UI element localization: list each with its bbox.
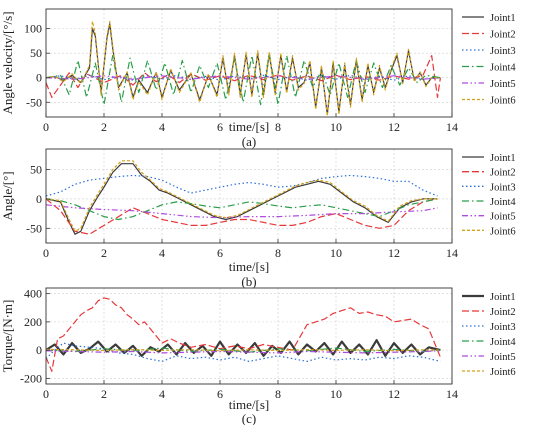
legend-label: Joint5 <box>490 79 516 90</box>
x-tick-label: 0 <box>43 387 49 401</box>
x-tick-label: 8 <box>275 387 281 401</box>
x-axis-label: time/[s] <box>229 119 269 134</box>
y-tick-labels: -200 0 200 400 <box>20 287 50 385</box>
series-line-joint5 <box>46 204 438 219</box>
legend-label: Joint3 <box>490 46 516 57</box>
legend-label: Joint1 <box>490 153 516 164</box>
y-tick-label: 50 <box>30 163 42 177</box>
x-tick-label: 2 <box>101 246 107 260</box>
series-line-joint5 <box>46 75 441 80</box>
series-line-joint6 <box>46 160 438 232</box>
legend-label: Joint2 <box>490 307 516 318</box>
series-line-joint6 <box>46 348 441 352</box>
x-tick-label: 8 <box>275 246 281 260</box>
x-tick-label: 12 <box>388 120 400 134</box>
series-line-joint4 <box>46 198 438 221</box>
x-tick-label: 14 <box>446 120 458 134</box>
legend-label: Joint5 <box>490 352 516 363</box>
legend-label: Joint6 <box>490 226 516 237</box>
y-tick-label: -50 <box>26 221 42 235</box>
series-line-joint5 <box>46 350 441 354</box>
gridlines <box>45 9 453 117</box>
legend-label: Joint6 <box>490 367 516 378</box>
legend: Joint1 Joint2 Joint3 Joint4 Joint5 Joint6 <box>462 13 516 107</box>
y-tick-label: 400 <box>24 287 42 301</box>
panel-caption: (b) <box>241 274 256 289</box>
x-tick-label: 10 <box>330 246 342 260</box>
x-tick-label: 10 <box>330 120 342 134</box>
legend-label: Joint2 <box>490 168 516 179</box>
series-line-joint2 <box>46 297 441 372</box>
y-axis-label: Angle/[°] <box>0 171 15 220</box>
x-tick-label: 2 <box>101 387 107 401</box>
x-tick-label: 14 <box>446 387 458 401</box>
plot-frame <box>45 148 453 244</box>
series-lines <box>46 297 441 372</box>
x-tick-label: 4 <box>159 246 165 260</box>
x-tick-labels: 0 2 4 6 8 10 12 14 <box>43 380 458 401</box>
x-tick-label: 0 <box>43 120 49 134</box>
y-axis-label: Torque/[N·m] <box>0 300 15 373</box>
series-lines <box>46 20 441 117</box>
y-tick-label: -50 <box>26 95 42 109</box>
legend: Joint1 Joint2 Joint3 Joint4 Joint5 Joint6 <box>462 292 516 378</box>
y-tick-label: -200 <box>20 371 42 385</box>
x-tick-label: 10 <box>330 387 342 401</box>
x-axis-label: time/[s] <box>229 259 269 274</box>
plot-frame <box>45 287 453 385</box>
x-tick-label: 6 <box>217 120 223 134</box>
series-line-joint3 <box>46 342 441 362</box>
series-line-joint6 <box>46 20 441 117</box>
plot-frame <box>45 8 453 118</box>
x-tick-labels: 0 2 4 6 8 10 12 14 <box>43 113 458 134</box>
gridlines <box>45 149 453 243</box>
x-tick-label: 2 <box>101 120 107 134</box>
series-line-joint3 <box>46 174 438 197</box>
legend-label: Joint6 <box>490 96 516 107</box>
legend-label: Joint4 <box>490 197 516 208</box>
y-tick-label: 100 <box>24 22 42 36</box>
gridlines <box>45 288 453 384</box>
x-tick-label: 6 <box>217 246 223 260</box>
legend-label: Joint3 <box>490 182 516 193</box>
legend-label: Joint1 <box>490 292 516 303</box>
x-tick-label: 14 <box>446 246 458 260</box>
x-tick-label: 6 <box>217 387 223 401</box>
y-tick-label: 50 <box>30 46 42 60</box>
x-tick-label: 4 <box>159 387 165 401</box>
legend-label: Joint5 <box>490 212 516 223</box>
y-tick-label: 0 <box>36 192 42 206</box>
series-line-joint1 <box>46 339 441 357</box>
y-tick-label: 0 <box>36 343 42 357</box>
x-tick-label: 12 <box>388 246 400 260</box>
y-tick-label: 200 <box>24 315 42 329</box>
x-tick-label: 8 <box>275 120 281 134</box>
x-tick-label: 12 <box>388 387 400 401</box>
x-axis-label: time/[s] <box>229 397 269 412</box>
panel-caption: (a) <box>242 134 256 149</box>
x-tick-label: 4 <box>159 120 165 134</box>
legend-label: Joint3 <box>490 322 516 333</box>
y-tick-label: 0 <box>36 71 42 85</box>
legend-label: Joint4 <box>490 337 516 348</box>
y-tick-labels: -50 0 50 100 <box>24 22 50 109</box>
legend-label: Joint2 <box>490 30 516 41</box>
series-lines <box>46 160 438 235</box>
series-line-joint2 <box>46 198 438 235</box>
panel-caption: (c) <box>242 411 256 425</box>
y-axis-label: Angle velocity/[°/s] <box>0 11 15 114</box>
x-tick-labels: 0 2 4 6 8 10 12 14 <box>43 239 458 260</box>
legend-label: Joint4 <box>490 63 516 74</box>
y-tick-labels: -50 0 50 <box>26 163 50 235</box>
legend-label: Joint1 <box>490 13 516 24</box>
x-tick-label: 0 <box>43 246 49 260</box>
legend: Joint1 Joint2 Joint3 Joint4 Joint5 Joint6 <box>462 153 516 237</box>
